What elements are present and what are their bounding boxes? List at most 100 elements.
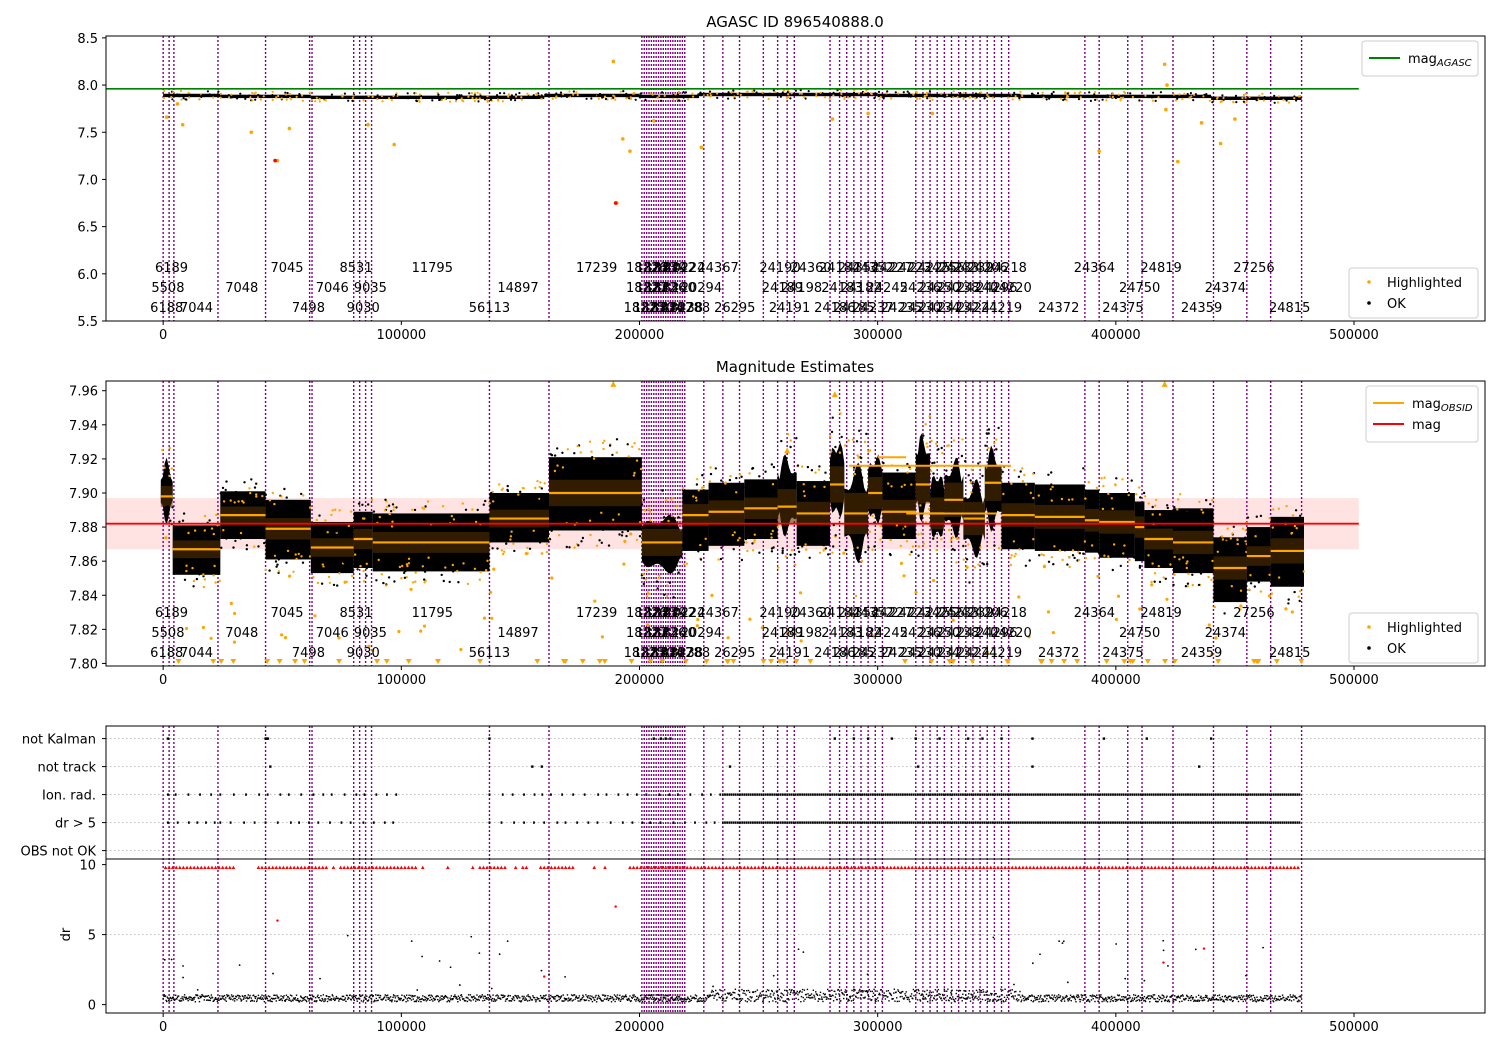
ok-point: [387, 576, 391, 579]
ok-point: [905, 540, 909, 543]
dr-point: [635, 1000, 637, 1002]
dr-point: [207, 994, 210, 997]
dr-capped-point: [317, 865, 321, 869]
obsid-label: 14897: [497, 281, 538, 296]
dr-point: [1127, 1000, 1129, 1003]
highlighted-point: [249, 130, 254, 135]
legend-label: Highlighted: [1387, 621, 1462, 636]
dr-point: [1091, 994, 1094, 996]
ok-point: [545, 550, 549, 554]
dr-point: [170, 999, 173, 1002]
ok-point: [302, 494, 305, 497]
dr-point: [176, 998, 178, 1000]
off-scale-low-marker: [647, 659, 654, 664]
ok-point: [1205, 499, 1208, 502]
ion-rad-point: [1174, 793, 1177, 796]
not-kalman-point: [852, 737, 856, 740]
ok-point: [393, 580, 396, 583]
ok-point: [496, 98, 499, 101]
dr-gt-5-point: [1069, 821, 1072, 824]
ok-point: [823, 480, 826, 483]
dr-point: [563, 997, 566, 999]
dr-point: [352, 996, 354, 999]
ion-rad-point: [1172, 793, 1174, 796]
highlighted-point: [646, 623, 650, 627]
dr-point: [386, 996, 388, 999]
dr-point: [1080, 994, 1083, 996]
dr-gt-5-point: [213, 821, 216, 824]
dr-gt-5-point: [904, 821, 906, 824]
dr-point: [254, 996, 256, 998]
dr-point: [681, 998, 684, 1000]
ok-point: [359, 564, 362, 568]
ok-point: [461, 502, 464, 505]
dr-gt-5-point: [938, 821, 941, 824]
ok-point: [899, 472, 902, 476]
off-scale-low-marker: [793, 659, 800, 664]
obsid-label: 24185: [833, 646, 874, 661]
dr-point: [922, 997, 924, 999]
dr-point: [614, 1000, 616, 1003]
off-scale-low-marker: [725, 659, 732, 664]
dr-gt-5-point: [989, 821, 992, 824]
ok-point: [423, 570, 427, 573]
dr-point: [1040, 994, 1042, 997]
ok-point: [744, 537, 748, 541]
dr-point: [822, 1000, 824, 1003]
dr-point: [189, 998, 191, 1001]
ok-point: [179, 89, 183, 93]
ok-point: [1024, 564, 1028, 567]
dr-point: [841, 992, 844, 995]
ok-point: [1009, 556, 1012, 559]
dr-point: [938, 996, 941, 998]
ok-point: [514, 93, 518, 96]
ok-point: [983, 97, 986, 100]
dr-gt-5-point: [1287, 821, 1290, 824]
ion-rad-point: [1146, 793, 1149, 796]
ok-point: [301, 99, 304, 102]
dr-point: [589, 995, 591, 997]
highlighted-point: [985, 650, 990, 655]
ok-point: [1261, 92, 1264, 95]
dr-point: [1178, 1000, 1181, 1003]
panel-mag-axes: 0 100000 200000 300000 400000 5000007.807.827…: [69, 385, 1379, 688]
dr-point: [548, 996, 550, 998]
dr-gt-5-point: [1244, 821, 1247, 824]
ok-point: [1084, 556, 1088, 560]
dr-gt-5-point: [1144, 821, 1147, 824]
ok-point: [551, 97, 554, 100]
off-scale-low-marker: [264, 659, 271, 664]
ok-point: [663, 94, 666, 97]
ion-rad-point: [561, 793, 564, 796]
dr-red-point: [614, 905, 617, 908]
ok-point: [576, 444, 579, 448]
dr-point: [813, 996, 816, 998]
dr-gt-5-point: [1167, 821, 1170, 824]
ion-rad-point: [1118, 793, 1121, 796]
dr-point: [472, 996, 474, 998]
dr-point: [394, 1000, 396, 1002]
ion-rad-point: [1169, 793, 1172, 796]
dr-point: [851, 989, 853, 992]
dr-point: [954, 1001, 956, 1003]
ok-point: [1026, 538, 1030, 541]
dr-point: [951, 989, 953, 992]
ok-point: [220, 546, 223, 549]
dr-capped-point: [1142, 865, 1147, 869]
dr-point: [924, 997, 927, 999]
dr-point: [900, 992, 902, 994]
ok-point: [1073, 556, 1076, 560]
dr-point: [484, 995, 486, 998]
ok-point: [482, 95, 485, 98]
ok-point: [839, 412, 842, 415]
dr-point: [181, 996, 183, 998]
dr-point: [588, 999, 590, 1002]
ok-point: [473, 99, 476, 103]
dr-point: [341, 998, 343, 1000]
dr-capped-point: [896, 865, 900, 869]
dr-point: [1053, 996, 1055, 998]
dr-capped-point: [260, 865, 264, 869]
ok-point: [654, 99, 657, 102]
ion-rad-point: [1227, 793, 1230, 796]
ok-point: [527, 95, 530, 98]
